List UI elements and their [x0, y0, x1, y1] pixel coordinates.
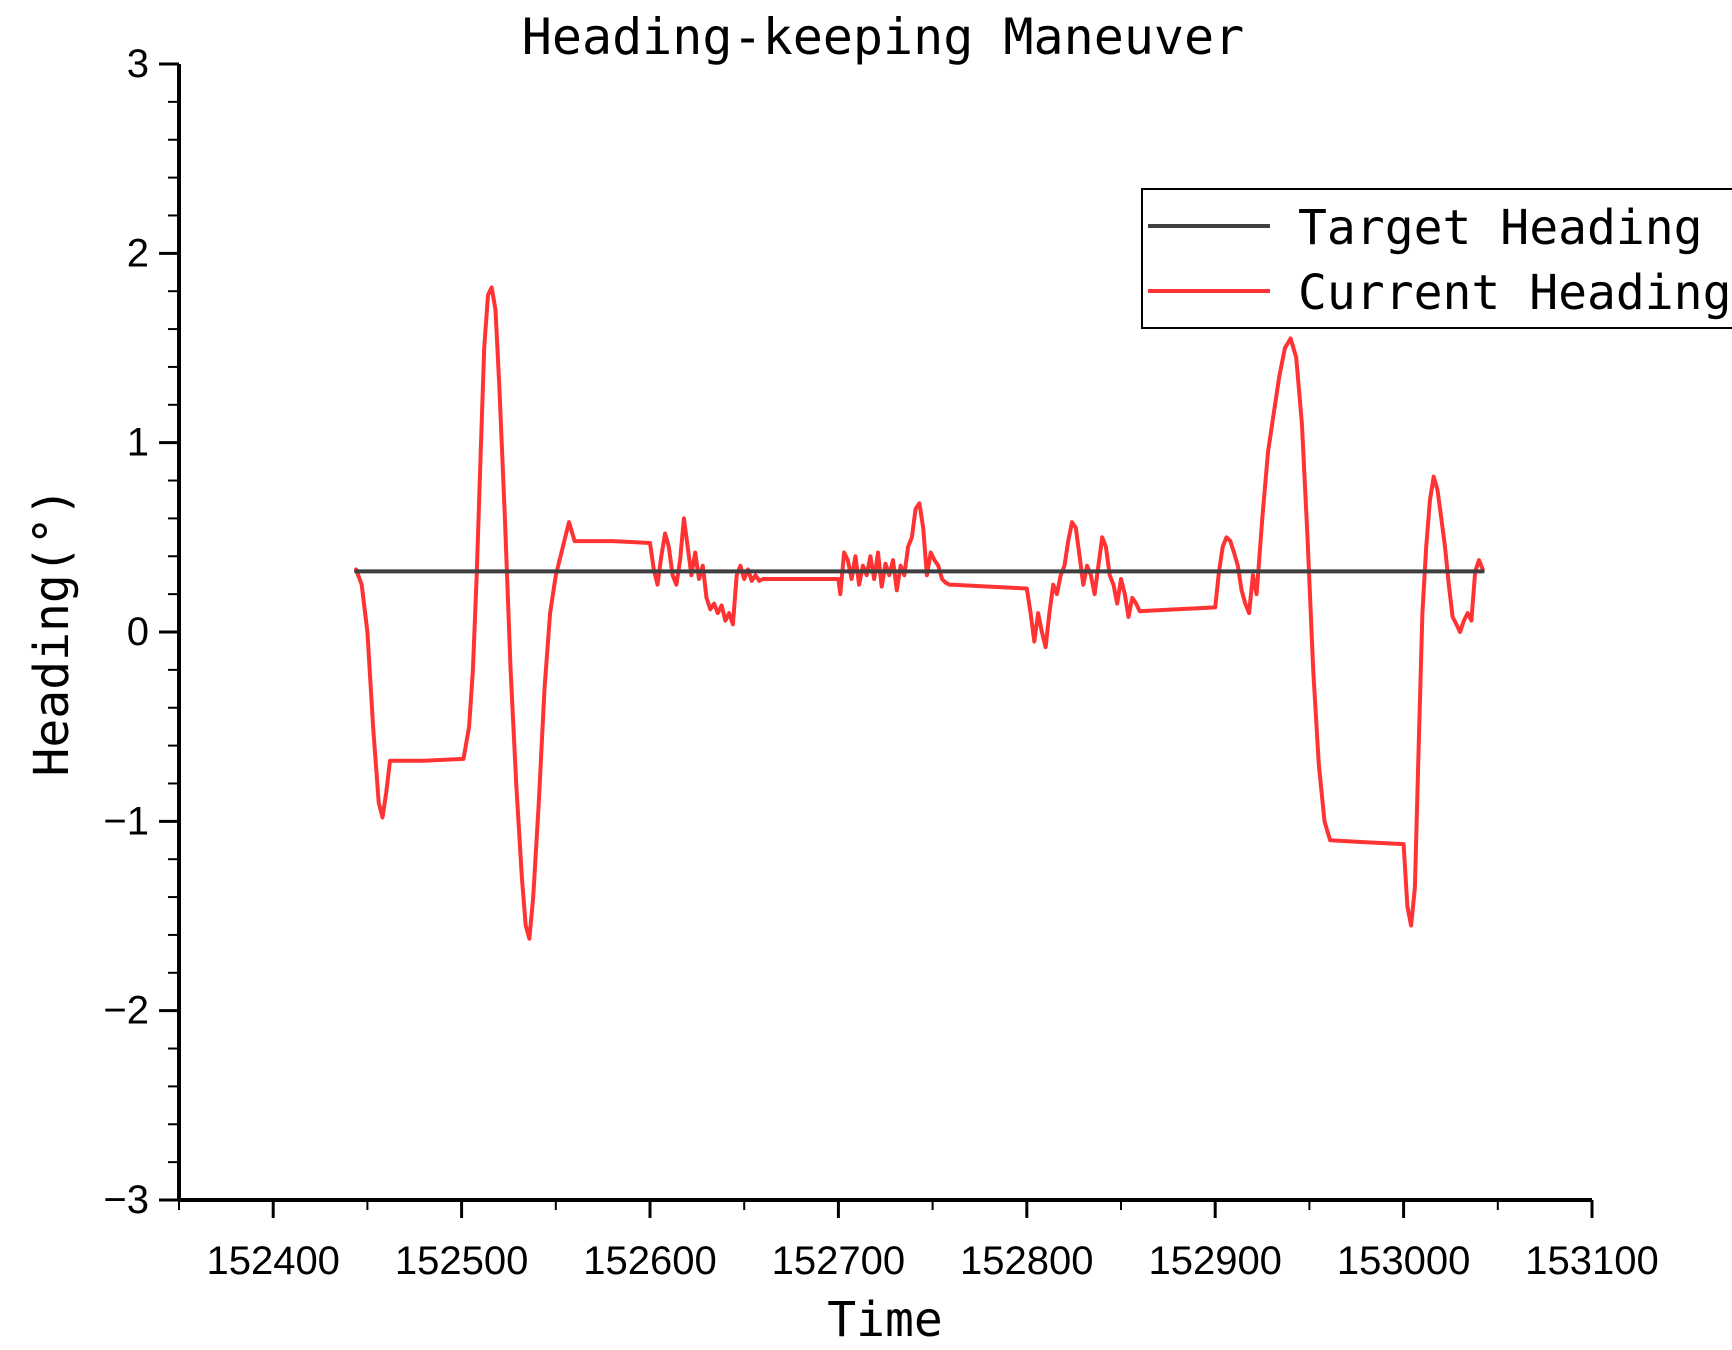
y-tick-label: 0 — [127, 610, 149, 654]
x-axis-label: Time — [827, 1292, 943, 1348]
series-line-current-heading — [354, 285, 1485, 941]
y-tick-label: −1 — [103, 799, 149, 843]
y-tick-label: −2 — [103, 989, 149, 1033]
legend-label-current-heading: Current Heading — [1298, 265, 1731, 321]
x-tick-label: 152600 — [583, 1239, 716, 1283]
series-layer — [354, 285, 1485, 941]
chart-title: Heading-keeping Maneuver — [522, 8, 1244, 66]
x-tick-label: 153000 — [1337, 1239, 1470, 1283]
x-tick-label: 152500 — [395, 1239, 528, 1283]
y-tick-label: −3 — [103, 1178, 149, 1222]
legend-box — [1141, 188, 1732, 329]
x-tick-label: 152900 — [1148, 1239, 1281, 1283]
y-tick-label: 1 — [127, 421, 149, 465]
x-tick-label: 153100 — [1525, 1239, 1658, 1283]
y-tick-label: 2 — [127, 231, 149, 275]
y-tick-label: 3 — [127, 42, 149, 86]
y-axis-label: Heading(°) — [24, 488, 80, 777]
legend: Target Heading Current Heading — [1141, 188, 1732, 329]
x-tick-label: 152700 — [772, 1239, 905, 1283]
x-tick-label: 152400 — [206, 1239, 339, 1283]
x-tick-label: 152800 — [960, 1239, 1093, 1283]
x-ticks: 152400 152500 152600 152700 152800 152900 1530… — [178, 1200, 1659, 1283]
legend-label-target-heading: Target Heading — [1298, 200, 1703, 256]
y-ticks: −3 −2 −1 0 1 2 3 — [103, 42, 179, 1222]
